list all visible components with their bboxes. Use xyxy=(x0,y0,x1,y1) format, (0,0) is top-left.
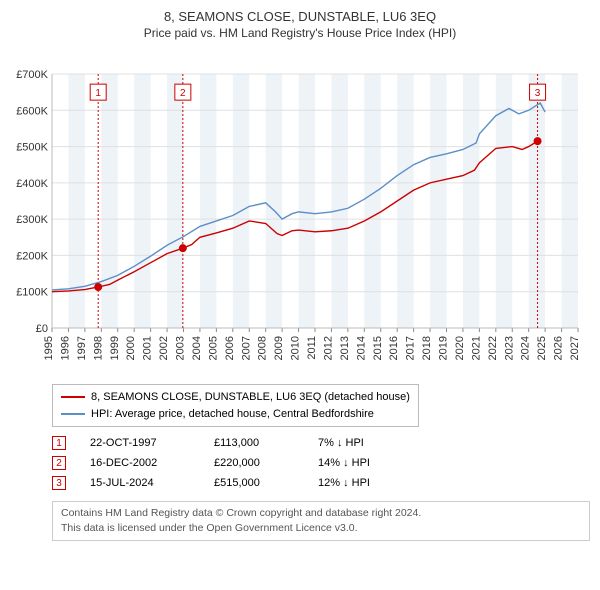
svg-text:£600K: £600K xyxy=(16,105,48,117)
svg-text:2003: 2003 xyxy=(175,336,187,360)
svg-text:2012: 2012 xyxy=(322,336,334,360)
legend-swatch xyxy=(61,396,85,398)
svg-text:2026: 2026 xyxy=(553,336,565,360)
svg-text:3: 3 xyxy=(535,88,541,99)
event-date: 16-DEC-2002 xyxy=(90,457,190,469)
svg-text:2010: 2010 xyxy=(290,336,302,360)
svg-text:2022: 2022 xyxy=(487,336,499,360)
event-row: 3 15-JUL-2024 £515,000 12% ↓ HPI xyxy=(52,473,590,493)
footer-line-2: This data is licensed under the Open Gov… xyxy=(61,521,581,536)
legend: 8, SEAMONS CLOSE, DUNSTABLE, LU6 3EQ (de… xyxy=(52,384,419,427)
legend-swatch xyxy=(61,413,85,415)
event-pct: 7% ↓ HPI xyxy=(318,437,408,449)
event-pct: 12% ↓ HPI xyxy=(318,477,408,489)
svg-text:£300K: £300K xyxy=(16,214,48,226)
event-row: 1 22-OCT-1997 £113,000 7% ↓ HPI xyxy=(52,433,590,453)
chart-plot: £0 £100K £200K £300K £400K £500K £600K £700K 199… xyxy=(10,46,590,376)
svg-text:2019: 2019 xyxy=(438,336,450,360)
event-row: 2 16-DEC-2002 £220,000 14% ↓ HPI xyxy=(52,453,590,473)
event-date: 15-JUL-2024 xyxy=(90,477,190,489)
svg-text:2009: 2009 xyxy=(273,336,285,360)
chart-title: 8, SEAMONS CLOSE, DUNSTABLE, LU6 3EQ xyxy=(10,8,590,26)
svg-text:2013: 2013 xyxy=(339,336,351,360)
event-marker: 1 xyxy=(52,436,66,450)
svg-text:2016: 2016 xyxy=(388,336,400,360)
svg-text:2025: 2025 xyxy=(536,336,548,360)
svg-text:2008: 2008 xyxy=(257,336,269,360)
svg-text:£700K: £700K xyxy=(16,69,48,81)
svg-text:2002: 2002 xyxy=(158,336,170,360)
svg-text:£200K: £200K xyxy=(16,251,48,263)
svg-text:2027: 2027 xyxy=(569,336,581,360)
svg-text:£0: £0 xyxy=(36,323,48,335)
svg-text:2023: 2023 xyxy=(503,336,515,360)
svg-text:2: 2 xyxy=(180,88,186,99)
svg-text:1: 1 xyxy=(95,88,101,99)
svg-text:2001: 2001 xyxy=(142,336,154,360)
legend-label: 8, SEAMONS CLOSE, DUNSTABLE, LU6 3EQ (de… xyxy=(91,389,410,406)
event-date: 22-OCT-1997 xyxy=(90,437,190,449)
chart-svg: £0 £100K £200K £300K £400K £500K £600K £700K 199… xyxy=(10,46,590,376)
legend-label: HPI: Average price, detached house, Cent… xyxy=(91,406,374,423)
svg-text:2004: 2004 xyxy=(191,336,203,360)
event-marker: 3 xyxy=(52,476,66,490)
event-price: £220,000 xyxy=(214,457,294,469)
svg-text:1995: 1995 xyxy=(43,336,55,360)
svg-text:2000: 2000 xyxy=(125,336,137,360)
footer-note: Contains HM Land Registry data © Crown c… xyxy=(52,501,590,540)
legend-row: 8, SEAMONS CLOSE, DUNSTABLE, LU6 3EQ (de… xyxy=(61,389,410,406)
svg-text:2024: 2024 xyxy=(520,336,532,360)
svg-text:1996: 1996 xyxy=(59,336,71,360)
svg-text:1999: 1999 xyxy=(109,336,121,360)
svg-text:2021: 2021 xyxy=(470,336,482,360)
svg-text:£100K: £100K xyxy=(16,287,48,299)
svg-text:2018: 2018 xyxy=(421,336,433,360)
chart-subtitle: Price paid vs. HM Land Registry's House … xyxy=(10,26,590,40)
svg-text:2005: 2005 xyxy=(207,336,219,360)
event-pct: 14% ↓ HPI xyxy=(318,457,408,469)
svg-text:£400K: £400K xyxy=(16,178,48,190)
svg-text:2020: 2020 xyxy=(454,336,466,360)
svg-text:£500K: £500K xyxy=(16,142,48,154)
svg-text:2011: 2011 xyxy=(306,336,318,360)
event-marker: 2 xyxy=(52,456,66,470)
svg-text:1997: 1997 xyxy=(76,336,88,360)
events-table: 1 22-OCT-1997 £113,000 7% ↓ HPI 2 16-DEC-2002… xyxy=(52,433,590,493)
chart-container: 8, SEAMONS CLOSE, DUNSTABLE, LU6 3EQ Pri… xyxy=(0,0,600,547)
svg-text:1998: 1998 xyxy=(92,336,104,360)
footer-line-1: Contains HM Land Registry data © Crown c… xyxy=(61,506,581,521)
event-price: £113,000 xyxy=(214,437,294,449)
event-price: £515,000 xyxy=(214,477,294,489)
legend-row: HPI: Average price, detached house, Cent… xyxy=(61,406,410,423)
svg-text:2014: 2014 xyxy=(355,336,367,360)
svg-text:2015: 2015 xyxy=(372,336,384,360)
svg-text:2017: 2017 xyxy=(405,336,417,360)
svg-text:2007: 2007 xyxy=(240,336,252,360)
svg-text:2006: 2006 xyxy=(224,336,236,360)
